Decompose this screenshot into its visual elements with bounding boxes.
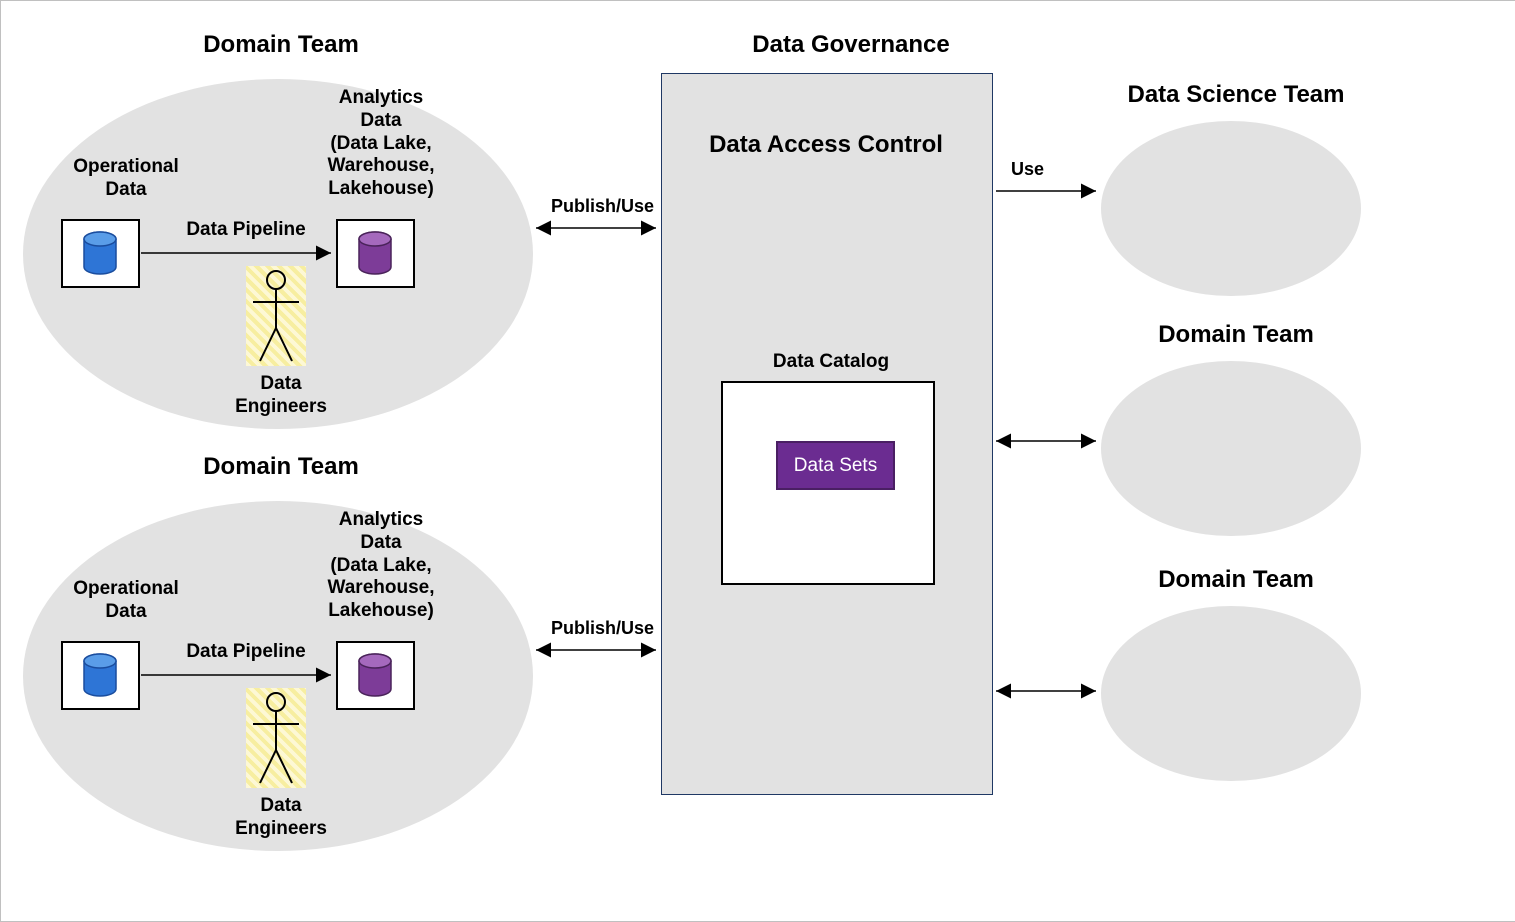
data-access-control-label: Data Access Control bbox=[696, 131, 956, 160]
data-sets-label: Data Sets bbox=[794, 455, 877, 477]
data-catalog-label: Data Catalog bbox=[761, 351, 901, 374]
data-science-team-title: Data Science Team bbox=[1121, 81, 1351, 110]
database-icon bbox=[80, 653, 120, 698]
diagram-canvas: Domain Team Operational Data Analytics D… bbox=[0, 0, 1515, 922]
database-icon bbox=[355, 653, 395, 698]
stick-figure-icon bbox=[246, 266, 306, 366]
operational-data-label-1: Operational Data bbox=[61, 156, 191, 202]
use-label: Use bbox=[1011, 159, 1071, 181]
operational-data-label-2: Operational Data bbox=[61, 578, 191, 624]
data-engineer-icon-1 bbox=[246, 266, 306, 366]
analytics-data-label-1: Analytics Data (Data Lake, Warehouse, La… bbox=[311, 87, 451, 201]
domain-team-right-2-title: Domain Team bbox=[1146, 566, 1326, 595]
analytics-db-box-1 bbox=[336, 219, 415, 288]
stick-figure-icon bbox=[246, 688, 306, 788]
data-pipeline-label-2: Data Pipeline bbox=[171, 641, 321, 664]
database-icon bbox=[355, 231, 395, 276]
domain-team-left-1-title: Domain Team bbox=[181, 31, 381, 60]
data-engineers-label-1: Data Engineers bbox=[226, 373, 336, 419]
data-science-team-ellipse bbox=[1101, 121, 1361, 296]
publish-use-label-2: Publish/Use bbox=[551, 618, 661, 640]
database-icon bbox=[80, 231, 120, 276]
data-sets-box: Data Sets bbox=[776, 441, 895, 490]
data-engineer-icon-2 bbox=[246, 688, 306, 788]
operational-db-box-2 bbox=[61, 641, 140, 710]
data-governance-title: Data Governance bbox=[741, 31, 961, 60]
domain-team-right-1-ellipse bbox=[1101, 361, 1361, 536]
domain-team-right-2-ellipse bbox=[1101, 606, 1361, 781]
analytics-data-label-2: Analytics Data (Data Lake, Warehouse, La… bbox=[311, 509, 451, 623]
publish-use-label-1: Publish/Use bbox=[551, 196, 661, 218]
data-pipeline-label-1: Data Pipeline bbox=[171, 219, 321, 242]
domain-team-right-1-title: Domain Team bbox=[1146, 321, 1326, 350]
operational-db-box-1 bbox=[61, 219, 140, 288]
domain-team-left-2-title: Domain Team bbox=[181, 453, 381, 482]
analytics-db-box-2 bbox=[336, 641, 415, 710]
data-engineers-label-2: Data Engineers bbox=[226, 795, 336, 841]
